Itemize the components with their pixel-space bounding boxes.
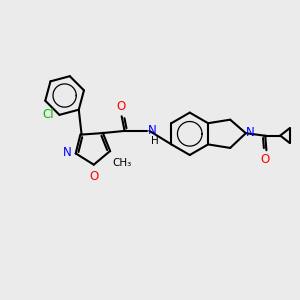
Text: O: O [117, 100, 126, 113]
Text: Cl: Cl [43, 108, 54, 122]
Text: N: N [63, 146, 72, 159]
Text: O: O [261, 153, 270, 166]
Text: CH₃: CH₃ [113, 158, 132, 168]
Text: O: O [89, 170, 98, 183]
Text: N: N [148, 124, 156, 137]
Text: H: H [152, 136, 159, 146]
Text: N: N [246, 126, 255, 140]
